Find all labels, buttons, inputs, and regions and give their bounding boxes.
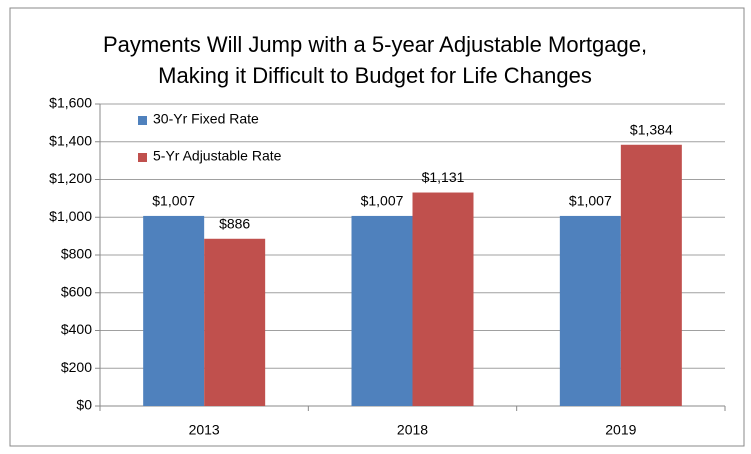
- bar: [559, 215, 621, 406]
- value-label: $1,131: [422, 169, 465, 185]
- x-tick-label: 2013: [189, 422, 220, 438]
- y-tick-label: $1,400: [49, 132, 92, 148]
- y-tick-label: $200: [61, 359, 92, 375]
- y-tick-label: $400: [61, 321, 92, 337]
- y-tick-label: $0: [76, 397, 92, 413]
- value-label: $1,007: [152, 193, 195, 209]
- value-label: $1,007: [361, 193, 404, 209]
- value-label: $1,007: [569, 193, 612, 209]
- bar: [204, 238, 266, 406]
- x-tick-label: 2019: [605, 422, 636, 438]
- bar: [143, 215, 205, 406]
- value-label: $886: [219, 215, 250, 231]
- chart-title: Payments Will Jump with a 5-year Adjusta…: [103, 32, 647, 57]
- y-tick-label: $800: [61, 246, 92, 262]
- y-tick-label: $1,200: [49, 170, 92, 186]
- value-label: $1,384: [630, 121, 673, 137]
- legend-swatch: [138, 153, 147, 162]
- y-tick-label: $1,000: [49, 208, 92, 224]
- bar: [351, 215, 413, 406]
- y-tick-label: $600: [61, 283, 92, 299]
- y-tick-label: $1,600: [49, 95, 92, 111]
- chart-title: Making it Difficult to Budget for Life C…: [158, 63, 592, 88]
- bar: [412, 192, 474, 406]
- legend-label: 30-Yr Fixed Rate: [153, 111, 259, 127]
- legend-swatch: [138, 116, 147, 125]
- legend-label: 5-Yr Adjustable Rate: [153, 148, 282, 164]
- bar: [620, 144, 682, 406]
- x-tick-label: 2018: [397, 422, 428, 438]
